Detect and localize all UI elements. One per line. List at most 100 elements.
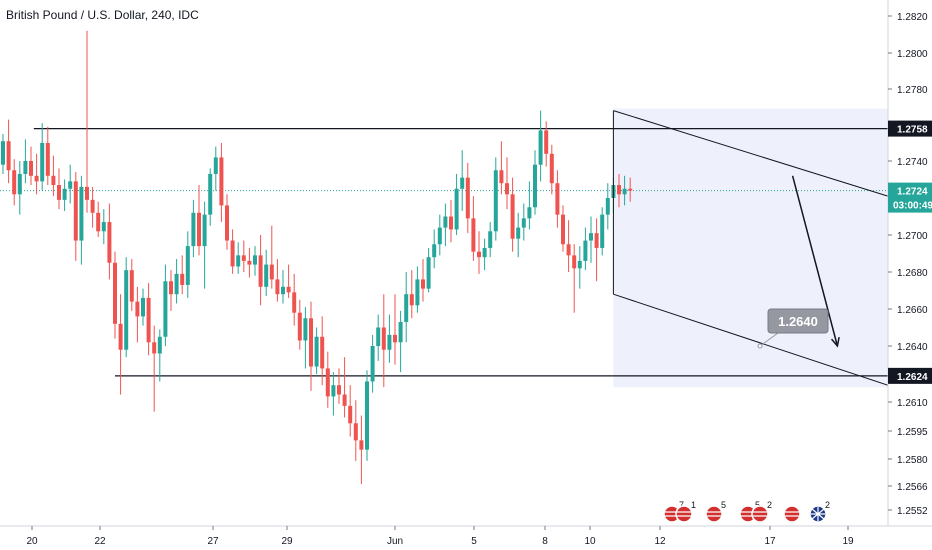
y-tick-1.2680: 1.2680: [897, 268, 928, 279]
event-count: 5: [755, 500, 760, 510]
candle-body-24: [135, 301, 140, 317]
price-axis-bg: [888, 0, 932, 550]
candle-body-100: [561, 214, 565, 245]
event-marker-2[interactable]: 5: [705, 500, 726, 523]
candle-body-26: [146, 297, 151, 343]
candle-body-8: [45, 143, 50, 176]
current-price-label: 1.2724: [897, 187, 928, 198]
candle-body-15: [85, 186, 89, 200]
candle-body-2: [12, 170, 17, 195]
candle-body-11: [62, 188, 67, 200]
x-tick-22: 22: [94, 536, 106, 547]
candle-body-32: [180, 273, 185, 285]
event-marker-6[interactable]: 2: [809, 500, 830, 523]
y-tick-1.2610: 1.2610: [897, 398, 928, 409]
candle-body-45: [253, 255, 257, 265]
event-marker-4[interactable]: 2: [751, 500, 772, 523]
time-axis-bg: [0, 526, 932, 550]
candle-body-31: [174, 273, 179, 295]
candle-body-98: [549, 153, 554, 184]
candle-body-83: [465, 177, 470, 219]
candle-body-12: [68, 181, 73, 189]
x-tick-20: 20: [26, 536, 38, 547]
chart-title: British Pound / U.S. Dollar, 240, IDC: [6, 8, 199, 22]
us-flag-icon: [675, 505, 693, 523]
flag-stripes: [707, 511, 721, 517]
channel-lower-line[interactable]: [613, 293, 888, 386]
flag-stripes: [753, 511, 767, 517]
candle-body-57: [320, 336, 325, 369]
candle-body-72: [404, 294, 409, 322]
us-flag-icon: [783, 505, 801, 523]
candle-body-91: [510, 194, 515, 239]
flag-stripes: [677, 511, 691, 517]
candle-body-23: [129, 270, 134, 302]
candle-body-51: [286, 286, 291, 293]
callout-box[interactable]: [767, 308, 829, 334]
candle-body-99: [555, 183, 560, 215]
candle-body-13: [73, 181, 78, 241]
candle-body-92: [516, 227, 521, 239]
candle-body-28: [157, 336, 162, 354]
candle-body-30: [169, 281, 173, 295]
candle-body-112: [628, 188, 633, 191]
candle-body-88: [493, 170, 498, 232]
candle-body-90: [505, 183, 509, 195]
x-tick-Jun: Jun: [387, 536, 403, 547]
candle-body-67: [376, 327, 381, 346]
candle-body-52: [292, 292, 297, 313]
current-price-countdown: 03:00:49: [893, 201, 932, 212]
x-tick-8: 8: [542, 536, 548, 547]
candle-body-37: [208, 173, 213, 215]
candle-body-82: [460, 177, 465, 189]
y-tick-1.2780: 1.2780: [897, 85, 928, 96]
forecast-arrow-line[interactable]: [791, 175, 839, 347]
candle-body-94: [527, 207, 532, 219]
callout-anchor: [757, 343, 763, 349]
candle-body-56: [314, 336, 319, 367]
x-tick-19: 19: [842, 536, 854, 547]
event-marker-5[interactable]: [783, 505, 801, 523]
callout-pointer: [759, 332, 779, 347]
event-count: 2: [767, 500, 772, 510]
candle-body-102: [572, 255, 577, 269]
candle-body-69: [387, 334, 392, 350]
candle-body-63: [353, 423, 358, 441]
candle-body-6: [34, 175, 39, 182]
candle-body-80: [449, 216, 453, 230]
channel-upper-line[interactable]: [613, 110, 888, 197]
candle-body-73: [409, 294, 414, 306]
candle-body-79: [443, 216, 448, 228]
candle-body-77: [432, 244, 437, 258]
candle-body-4: [23, 161, 28, 174]
us-flag-icon: [751, 505, 769, 523]
candle-body-96: [538, 130, 543, 165]
y-tick-1.2552: 1.2552: [897, 506, 928, 517]
candle-body-65: [365, 381, 369, 450]
forecast-arrowhead: [830, 337, 840, 348]
candle-body-39: [219, 157, 224, 206]
candle-body-103: [577, 260, 582, 269]
candle-body-27: [152, 342, 157, 354]
candle-body-75: [421, 279, 425, 289]
candle-body-97: [544, 130, 549, 154]
candle-body-55: [309, 318, 313, 367]
candle-body-1: [6, 141, 11, 171]
candle-body-50: [281, 286, 285, 295]
candle-body-87: [488, 231, 493, 248]
candle-body-64: [359, 440, 364, 450]
candle-body-43: [241, 255, 246, 261]
current-price-tag: [888, 182, 932, 213]
candle-body-53: [297, 312, 302, 341]
y-tick-1.2700: 1.2700: [897, 231, 928, 242]
event-count: 1: [691, 500, 696, 510]
candle-body-44: [247, 260, 252, 265]
candle-body-18: [101, 222, 106, 232]
event-marker-1[interactable]: 1: [675, 500, 696, 523]
event-count: 2: [825, 500, 830, 510]
candle-body-33: [185, 246, 190, 285]
x-tick-10: 10: [584, 536, 596, 547]
y-tick-1.2595: 1.2595: [897, 427, 928, 438]
candle-body-29: [163, 281, 168, 337]
